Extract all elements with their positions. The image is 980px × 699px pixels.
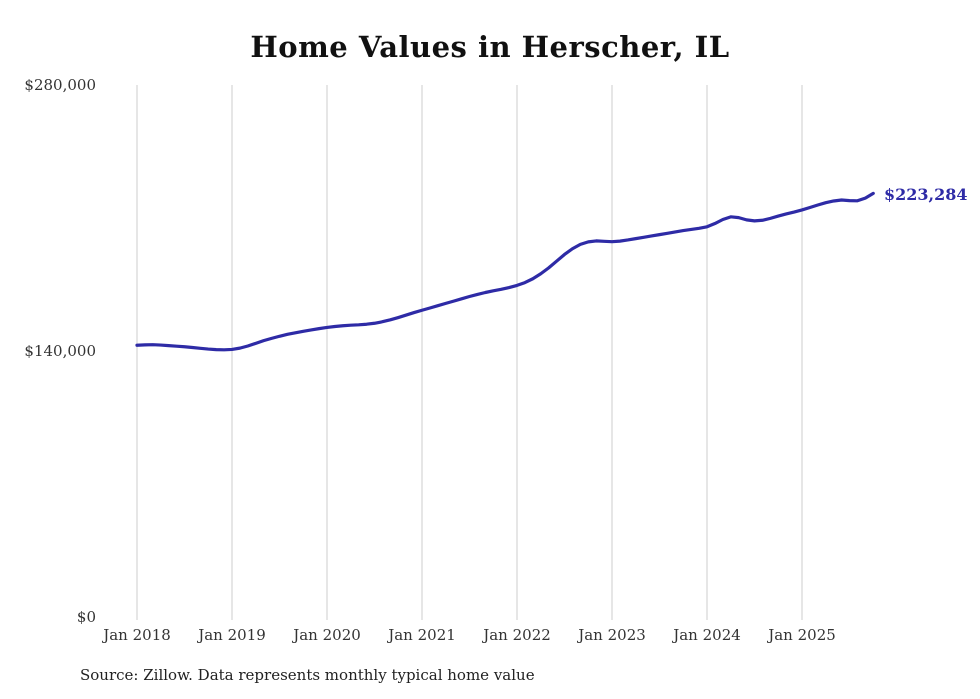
chart-title: Home Values in Herscher, IL (250, 30, 730, 64)
x-axis-tick-2024: Jan 2024 (673, 626, 741, 644)
y-axis-tick-140000: $140,000 (24, 342, 96, 360)
y-axis-tick-0: $0 (76, 608, 96, 626)
final-value-label: $223,284 (884, 185, 968, 204)
x-axis-tick-2025: Jan 2025 (768, 626, 836, 644)
x-axis-tick-2020: Jan 2020 (293, 626, 361, 644)
y-axis-tick-280000: $280,000 (24, 76, 96, 94)
x-axis-tick-2022: Jan 2022 (483, 626, 551, 644)
home-value-line (135, 191, 875, 352)
source-note: Source: Zillow. Data represents monthly … (80, 666, 535, 684)
x-axis-tick-2023: Jan 2023 (578, 626, 646, 644)
x-axis-tick-2021: Jan 2021 (388, 626, 456, 644)
x-axis-tick-2018: Jan 2018 (103, 626, 171, 644)
x-axis-tick-2019: Jan 2019 (198, 626, 266, 644)
